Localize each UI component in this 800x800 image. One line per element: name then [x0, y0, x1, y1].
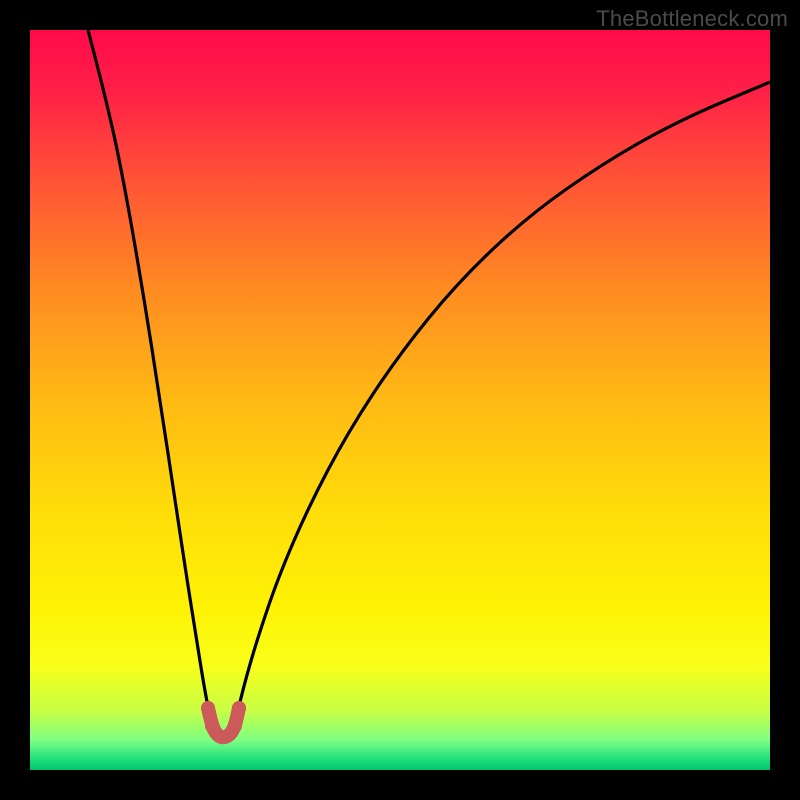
bottleneck-curve — [30, 30, 770, 770]
curve-right-branch — [235, 82, 770, 722]
chart-frame: TheBottleneck.com — [0, 0, 800, 800]
curve-left-branch — [88, 30, 211, 722]
plot-area — [30, 30, 770, 770]
watermark-text: TheBottleneck.com — [596, 6, 788, 32]
